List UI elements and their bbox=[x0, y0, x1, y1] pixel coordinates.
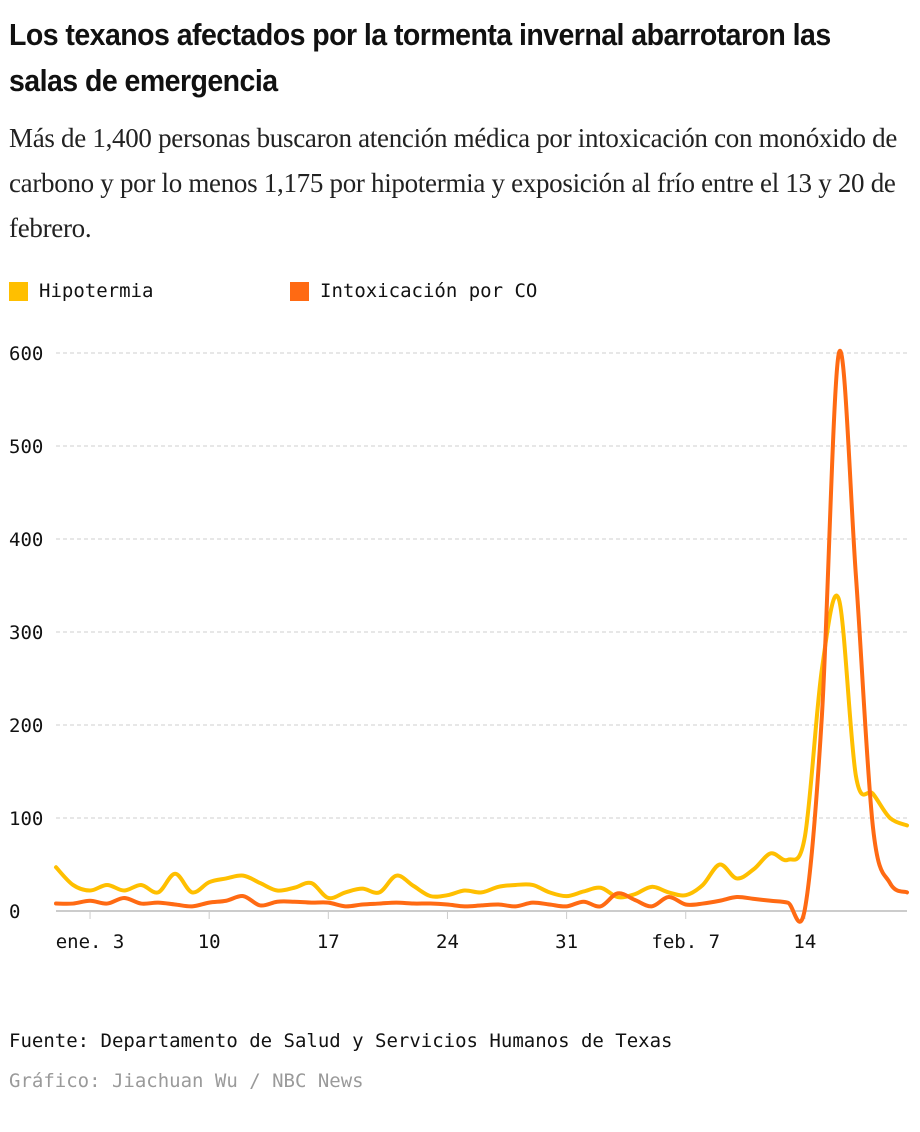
y-axis-ticks: 0 100 200 300 400 500 600 bbox=[9, 343, 43, 923]
y-tick-label: 400 bbox=[9, 529, 43, 551]
x-tick-label: feb. 7 bbox=[651, 931, 720, 953]
legend: Hipotermia Intoxicación por CO bbox=[9, 280, 909, 306]
graphic-credit: Gráfico: Jiachuan Wu / NBC News bbox=[9, 1070, 364, 1092]
y-tick-label: 600 bbox=[9, 343, 43, 365]
x-tick-label: ene. 3 bbox=[56, 931, 125, 953]
legend-label-hipotermia: Hipotermia bbox=[39, 280, 154, 302]
legend-swatch-hipotermia bbox=[9, 281, 28, 301]
legend-item-co: Intoxicación por CO bbox=[290, 280, 537, 302]
x-tick-label: 24 bbox=[436, 931, 459, 953]
y-tick-label: 0 bbox=[9, 901, 20, 923]
x-axis: ene. 3 10 17 24 31 feb. 7 14 bbox=[56, 910, 907, 953]
y-tick-label: 100 bbox=[9, 808, 43, 830]
chart-title: Los texanos afectados por la tormenta in… bbox=[9, 17, 831, 98]
x-tick-label: 10 bbox=[198, 931, 221, 953]
legend-item-hipotermia: Hipotermia bbox=[9, 280, 153, 302]
source-note: Fuente: Departamento de Salud y Servicio… bbox=[9, 1030, 673, 1052]
series-lines bbox=[54, 348, 909, 924]
legend-label-co: Intoxicación por CO bbox=[320, 280, 538, 302]
x-tick-label: 17 bbox=[317, 931, 340, 953]
y-tick-label: 300 bbox=[9, 622, 43, 644]
x-tick-label: 31 bbox=[555, 931, 578, 953]
legend-swatch-co bbox=[290, 281, 309, 301]
series-line-hipotermia bbox=[54, 593, 909, 901]
y-tick-label: 500 bbox=[9, 436, 43, 458]
chart-subtitle: Más de 1,400 personas buscaron atención … bbox=[9, 123, 898, 243]
line-chart: 0 100 200 300 400 500 600 ene. 3 10 17 24 31 feb. 7… bbox=[9, 343, 909, 953]
x-tick-label: 14 bbox=[793, 931, 816, 953]
series-line-co bbox=[54, 348, 909, 924]
gridlines bbox=[56, 352, 907, 819]
y-tick-label: 200 bbox=[9, 715, 43, 737]
